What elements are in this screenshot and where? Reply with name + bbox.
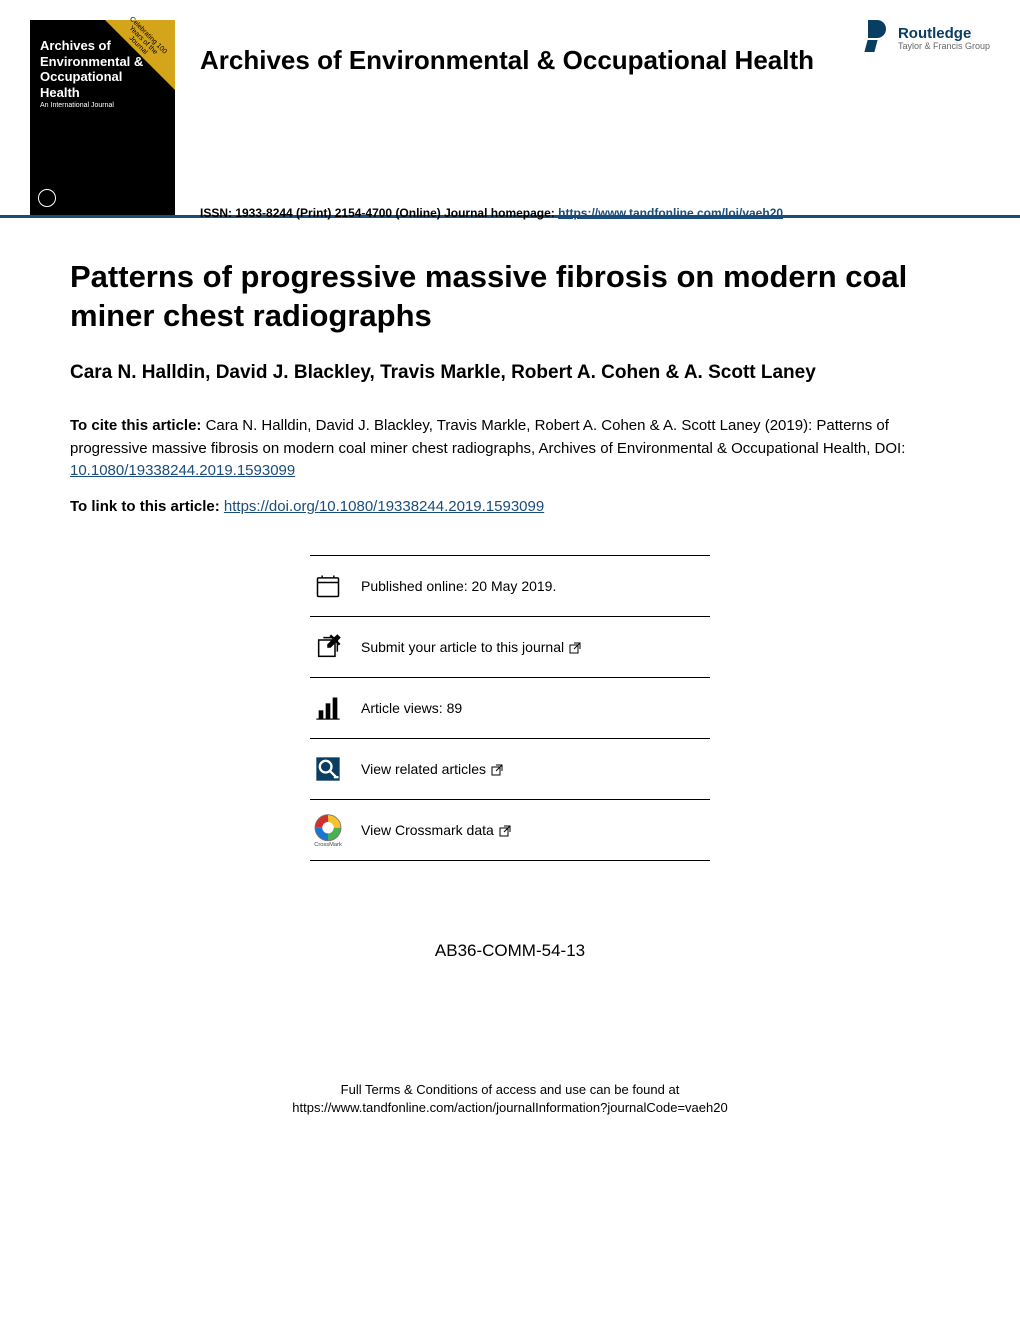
journal-cover-thumbnail: Celebrating 100 Years of the Journal Arc…	[30, 20, 175, 215]
published-row: Published online: 20 May 2019.	[310, 555, 710, 616]
published-text: Published online: 20 May 2019.	[361, 578, 556, 594]
publisher-name: Routledge	[898, 26, 990, 41]
footer-line-1: Full Terms & Conditions of access and us…	[0, 1081, 1020, 1099]
action-list: Published online: 20 May 2019. Submit yo…	[310, 555, 710, 861]
related-articles-icon	[310, 754, 346, 784]
citation-block: To cite this article: Cara N. Halldin, D…	[70, 415, 950, 483]
publisher-mark-icon	[38, 189, 56, 207]
external-link-icon	[491, 763, 503, 775]
submit-row[interactable]: Submit your article to this journal	[310, 616, 710, 677]
publisher-tagline: Taylor & Francis Group	[898, 41, 990, 51]
views-text: Article views: 89	[361, 700, 462, 716]
page-header: Celebrating 100 Years of the Journal Arc…	[0, 0, 1020, 218]
doi-url-link[interactable]: https://doi.org/10.1080/19338244.2019.15…	[224, 498, 544, 515]
calendar-icon	[310, 571, 346, 601]
issn-text: ISSN: 1933-8244 (Print) 2154-4700 (Onlin…	[200, 206, 558, 220]
crossmark-text: View Crossmark data	[361, 822, 494, 838]
bar-chart-icon	[310, 693, 346, 723]
crossmark-row[interactable]: CrossMark View Crossmark data	[310, 799, 710, 861]
document-code: AB36-COMM-54-13	[70, 941, 950, 961]
submit-icon	[310, 632, 346, 662]
external-link-icon	[499, 824, 511, 836]
svg-text:CrossMark: CrossMark	[314, 842, 342, 846]
article-title: Patterns of progressive massive fibrosis…	[70, 258, 950, 336]
doi-link-line: To link to this article: https://doi.org…	[70, 498, 950, 515]
external-link-icon	[569, 641, 581, 653]
routledge-icon	[864, 20, 892, 56]
footer-line-2: https://www.tandfonline.com/action/journ…	[0, 1099, 1020, 1117]
link-label: To link to this article:	[70, 498, 224, 515]
citation-doi-link[interactable]: 10.1080/19338244.2019.1593099	[70, 462, 295, 479]
views-row: Article views: 89	[310, 677, 710, 738]
article-content: Patterns of progressive massive fibrosis…	[0, 228, 1020, 991]
related-text: View related articles	[361, 761, 486, 777]
crossmark-icon: CrossMark	[310, 815, 346, 845]
cover-subtitle: An International Journal	[30, 100, 175, 111]
page-footer: Full Terms & Conditions of access and us…	[0, 1081, 1020, 1147]
submit-text: Submit your article to this journal	[361, 639, 564, 655]
citation-label: To cite this article:	[70, 417, 201, 434]
related-row[interactable]: View related articles	[310, 738, 710, 799]
article-authors: Cara N. Halldin, David J. Blackley, Trav…	[70, 361, 950, 386]
publisher-logo: Routledge Taylor & Francis Group	[864, 20, 990, 56]
journal-homepage-link[interactable]: https://www.tandfonline.com/loi/vaeh20	[558, 206, 783, 220]
